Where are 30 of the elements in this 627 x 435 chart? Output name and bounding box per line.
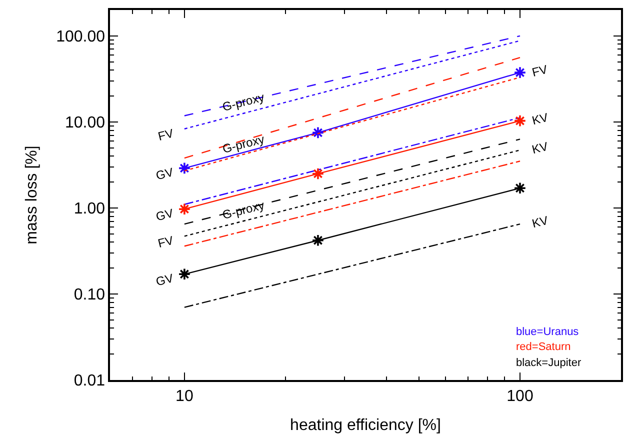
annotation: GV: [154, 164, 175, 183]
annotation: black=Jupiter: [516, 357, 582, 369]
annotation: G-proxy: [221, 132, 266, 156]
annotation: KV: [530, 213, 550, 231]
annotation: GV: [154, 206, 175, 224]
y-tick-label: 1.00: [74, 200, 106, 218]
point: [178, 268, 191, 280]
annotation: KV: [530, 139, 550, 157]
point: [514, 66, 526, 79]
annotation: G-proxy: [220, 198, 266, 222]
point: [178, 162, 191, 174]
annotation: G-proxy: [220, 90, 266, 114]
annotation: FV: [156, 126, 175, 144]
point: [514, 182, 526, 194]
annotation: FV: [156, 233, 175, 250]
annotation: red=Saturn: [516, 341, 571, 353]
x-axis-title: heating efficiency [%]: [290, 417, 441, 434]
y-tick-label: 0.10: [74, 286, 106, 304]
y-tick-label: 10.00: [65, 114, 106, 132]
x-tick-label: 10: [176, 388, 194, 405]
point: [514, 114, 526, 128]
y-tick-label: 100.00: [56, 28, 106, 46]
x-tick-label: 100: [506, 388, 534, 405]
y-tick-label: 0.01: [74, 372, 106, 390]
annotation: FV: [530, 62, 549, 80]
y-axis-title: mass loss [%]: [24, 146, 41, 244]
annotation: blue=Uranus: [516, 326, 580, 338]
annotation: GV: [154, 270, 175, 289]
point: [178, 202, 191, 216]
annotation: KV: [530, 110, 550, 128]
